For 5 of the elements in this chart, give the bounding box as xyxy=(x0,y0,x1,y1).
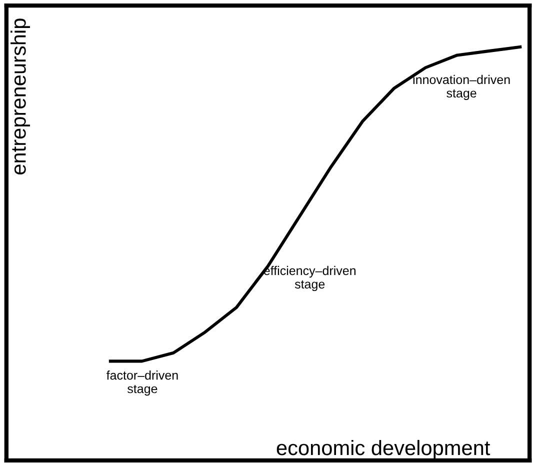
y-axis-title: entrepreneurship xyxy=(10,18,30,174)
annotation: factor–driven stage xyxy=(106,370,178,396)
annotation: efficiency–driven stage xyxy=(264,266,356,292)
annotation: innovation–driven stage xyxy=(413,74,510,100)
x-axis-title: economic development xyxy=(276,440,490,460)
